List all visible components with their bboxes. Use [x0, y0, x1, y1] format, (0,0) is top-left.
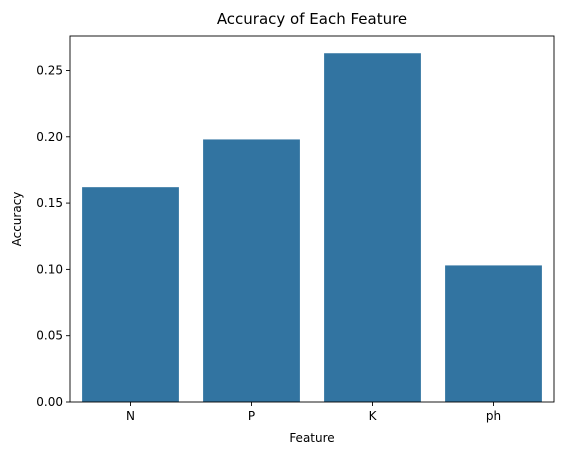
y-tick-label: 0.05 [36, 329, 63, 343]
chart-title: Accuracy of Each Feature [217, 10, 407, 28]
y-tick-label: 0.15 [36, 196, 63, 210]
x-axis-label: Feature [289, 431, 334, 445]
y-tick-label: 0.00 [36, 395, 63, 409]
y-tick-label: 0.20 [36, 130, 63, 144]
y-tick-label: 0.25 [36, 63, 63, 77]
y-axis-ticks: 0.00 0.05 0.10 0.15 0.20 0.25 [36, 63, 70, 409]
y-tick-label: 0.10 [36, 262, 63, 276]
bar-p [203, 139, 300, 402]
bar-ph [445, 265, 542, 402]
x-tick-label: K [369, 409, 378, 423]
x-tick-label: P [248, 409, 255, 423]
x-tick-label: N [126, 409, 135, 423]
plot-frame [69, 35, 555, 403]
bar-k [324, 53, 421, 402]
x-tick-label: ph [486, 409, 501, 423]
bars-group [82, 53, 542, 402]
bar-n [82, 187, 179, 402]
y-axis-label: Accuracy [10, 192, 24, 247]
